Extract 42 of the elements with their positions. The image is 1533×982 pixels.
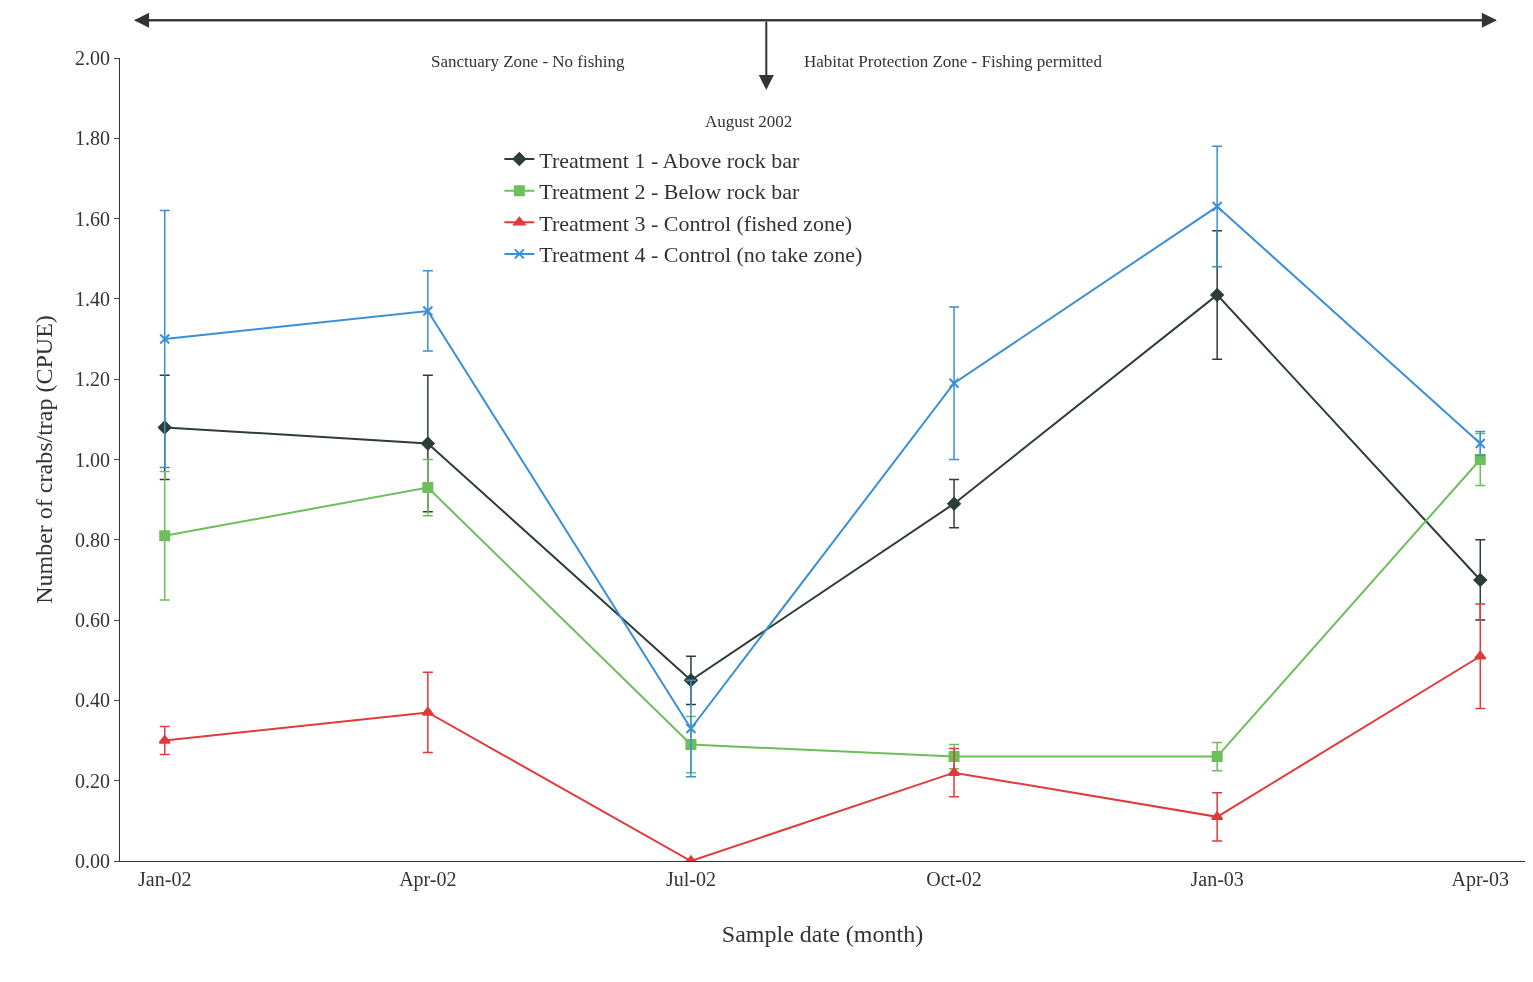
- y-tick-label: 0.60: [75, 609, 110, 632]
- y-tick-label: 2.00: [75, 47, 110, 69]
- point: [1210, 288, 1225, 302]
- x-tick-label: Apr-02: [399, 868, 457, 891]
- y-axis-title: Number of crabs/trap (CPUE): [31, 315, 58, 604]
- point: [159, 333, 171, 345]
- y-tick-label: 0.20: [75, 769, 110, 792]
- y-tick-label: 0.00: [75, 850, 110, 872]
- point: [948, 377, 960, 389]
- y-tick-label: 1.60: [75, 207, 110, 230]
- annotation: August 2002: [705, 112, 793, 131]
- point: [1211, 201, 1223, 213]
- point: [1474, 437, 1486, 449]
- x-tick-label: Oct-02: [926, 868, 982, 890]
- y-tick-label: 0.80: [75, 528, 110, 551]
- x-tick-label: Apr-03: [1451, 868, 1509, 891]
- y-tick-label: 1.80: [75, 127, 110, 150]
- y-tick-label: 1.40: [75, 287, 110, 310]
- point: [422, 305, 434, 317]
- point: [421, 706, 435, 716]
- point: [947, 496, 961, 511]
- point: [685, 723, 697, 735]
- y-tick-label: 1.00: [75, 448, 110, 471]
- point: [1473, 573, 1488, 587]
- point: [1474, 650, 1487, 660]
- legend-label: Treatment 3 - Control (fished zone): [539, 210, 852, 236]
- x-tick-label: Jan-02: [138, 868, 192, 890]
- y-tick-label: 0.40: [75, 689, 110, 712]
- annotation: Habitat Protection Zone - Fishing permitted: [804, 52, 1103, 71]
- point: [422, 482, 434, 494]
- y-tick-label: 1.20: [75, 368, 110, 391]
- legend-label: Treatment 1 - Above rock bar: [539, 147, 801, 173]
- x-axis-title: Sample date (month): [721, 921, 924, 948]
- x-tick-label: Jan-03: [1190, 868, 1244, 890]
- x-tick-label: Jul-02: [665, 868, 716, 890]
- point: [420, 436, 435, 451]
- legend-label: Treatment 4 - Control (no take zone): [539, 242, 863, 268]
- point: [159, 530, 171, 542]
- annotation: Sanctuary Zone - No fishing: [431, 52, 626, 71]
- legend-label: Treatment 2 - Below rock bar: [539, 179, 801, 205]
- point: [1211, 751, 1223, 763]
- point: [1210, 811, 1224, 821]
